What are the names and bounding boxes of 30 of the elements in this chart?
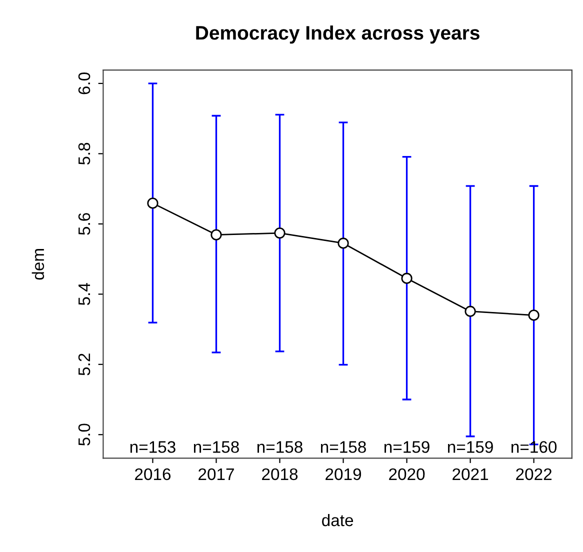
x-axis-title: date [322, 514, 354, 526]
y-tick-label: 6.0 [78, 72, 90, 94]
point [147, 198, 158, 209]
point [210, 229, 222, 240]
point [274, 227, 286, 239]
annotation: n=158 [194, 441, 239, 453]
x-tick-label: 2017 [198, 468, 234, 480]
y-axis-title: dem [32, 249, 44, 280]
annotation: n=158 [320, 441, 366, 453]
chart-title: Democracy Index across years [196, 25, 480, 44]
point [528, 310, 540, 321]
annotation: n=159 [384, 441, 430, 453]
x-tick-label: 2022 [516, 468, 552, 480]
annotation: n=158 [257, 441, 302, 453]
annotation: n=153 [130, 441, 176, 453]
x-tick-label: 2016 [135, 468, 171, 480]
point [401, 272, 412, 284]
y-tick-label: 5.8 [78, 142, 90, 165]
y-tick-label: 5.6 [78, 213, 90, 235]
x-tick-label: 2021 [452, 468, 488, 480]
y-tick-label: 5.0 [78, 424, 90, 446]
point [338, 238, 349, 249]
annotation: n=160 [512, 441, 557, 453]
x-tick-label: 2018 [262, 468, 298, 480]
annotation: n=159 [448, 441, 493, 453]
y-tick-label: 5.4 [78, 283, 90, 306]
point [464, 306, 476, 317]
y-tick-label: 5.2 [78, 354, 90, 376]
x-tick-label: 2020 [389, 468, 425, 480]
x-tick-label: 2019 [326, 468, 362, 480]
